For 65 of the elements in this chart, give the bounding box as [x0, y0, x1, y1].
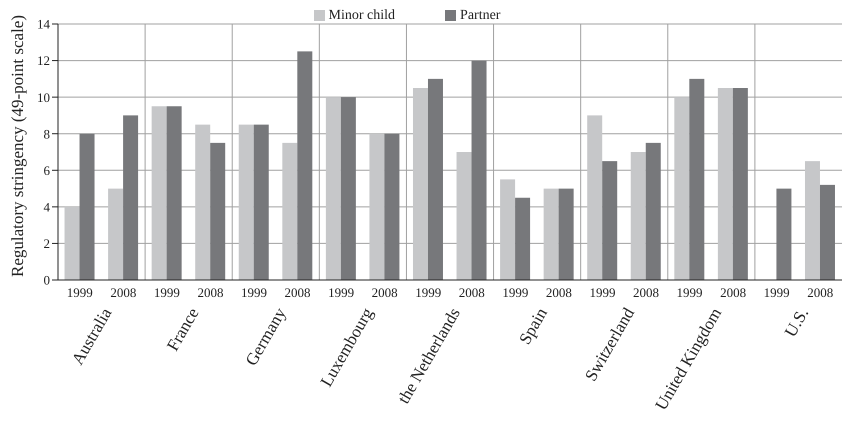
y-tick-label: 14: [37, 16, 50, 32]
bar: [297, 51, 312, 280]
bar: [602, 161, 618, 280]
bar: [820, 184, 835, 280]
x-tick-label: 2008: [807, 285, 834, 300]
bar: [166, 106, 182, 280]
bar: [123, 115, 138, 280]
x-tick-label: 1999: [328, 285, 354, 300]
bar: [689, 78, 704, 280]
bar: [210, 142, 226, 280]
legend-label: Partner: [460, 8, 500, 23]
x-tick-label: 1999: [415, 285, 442, 300]
bar: [674, 97, 690, 280]
x-tick-label: 1999: [241, 285, 267, 300]
x-tick-label: 1999: [764, 285, 790, 300]
bar: [340, 97, 356, 280]
y-tick-label: 8: [44, 126, 50, 142]
y-tick-label: 6: [44, 162, 50, 178]
bar: [732, 88, 748, 280]
x-tick-label: 2008: [110, 285, 136, 300]
bar: [384, 134, 400, 280]
x-tick-label: 2008: [372, 285, 398, 300]
y-tick-label: 10: [37, 90, 50, 105]
x-tick-label: 1999: [589, 285, 616, 300]
bar: [646, 142, 661, 280]
x-tick-label: 2008: [284, 285, 311, 300]
bar: [282, 142, 298, 280]
bar: [804, 161, 820, 280]
x-tick-label: 2008: [458, 285, 485, 300]
bar: [558, 188, 574, 280]
bar: [195, 124, 210, 280]
x-tick-label: 2008: [546, 285, 572, 300]
bar: [108, 188, 124, 280]
y-tick-label: 12: [37, 53, 50, 68]
y-tick-label: 4: [44, 199, 50, 214]
bar: [587, 115, 602, 280]
x-tick-label: 1999: [154, 285, 180, 300]
y-tick-label: 0: [44, 272, 50, 288]
legend-label: Minor child: [328, 8, 396, 23]
x-tick-label: 1999: [676, 285, 703, 300]
bar: [544, 188, 559, 280]
bar: [369, 134, 384, 280]
bar: [515, 198, 530, 280]
bar: [412, 88, 428, 280]
x-tick-label: 2008: [720, 285, 746, 300]
bar: [64, 206, 80, 280]
x-tick-label: 2008: [197, 285, 224, 300]
bar: [326, 97, 341, 280]
bar: [500, 179, 516, 280]
bar: [456, 152, 472, 280]
y-axis-title: Regulatory stringency (49-point scale): [8, 14, 28, 277]
bar: [718, 88, 733, 280]
bar: [630, 152, 646, 280]
bar: [238, 124, 254, 280]
bar: [254, 124, 269, 280]
x-tick-label: 1999: [66, 285, 93, 300]
y-tick-label: 2: [44, 236, 50, 252]
bar: [80, 134, 95, 280]
bar: [428, 78, 443, 280]
bar: [472, 60, 487, 280]
text: U.S.: [780, 304, 812, 340]
bar: [152, 106, 167, 280]
x-tick-label: 1999: [502, 285, 528, 300]
bar: [776, 188, 792, 280]
x-tick-label: 2008: [633, 285, 659, 300]
